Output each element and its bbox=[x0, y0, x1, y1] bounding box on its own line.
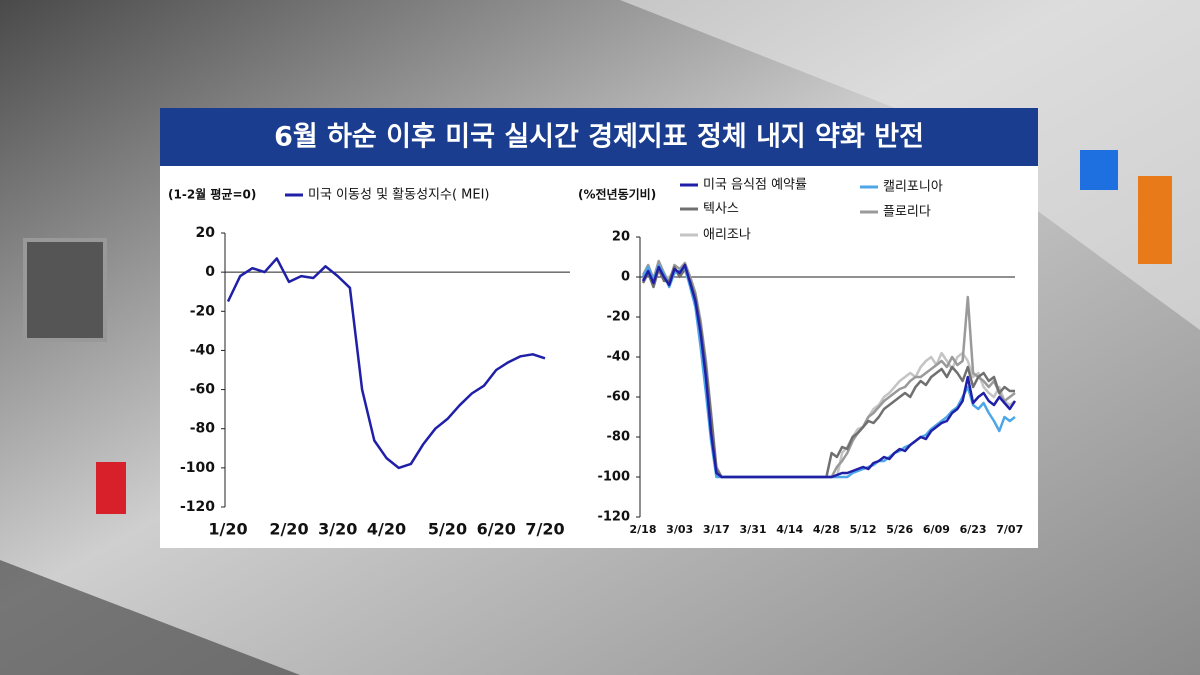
x-tick-label: 6/09 bbox=[923, 523, 950, 536]
legend-label: 미국 음식점 예약률 bbox=[703, 178, 807, 193]
x-tick-label: 5/20 bbox=[428, 520, 467, 539]
y-tick-label: -100 bbox=[180, 460, 215, 476]
y-tick-label: -20 bbox=[190, 303, 216, 319]
legend-label: 플로리다 bbox=[883, 205, 931, 220]
x-tick-label: 3/31 bbox=[740, 523, 767, 536]
y-tick-label: 20 bbox=[612, 230, 630, 245]
y-tick-label: -120 bbox=[180, 499, 215, 515]
x-tick-label: 7/20 bbox=[525, 520, 564, 539]
x-tick-label: 7/07 bbox=[996, 523, 1023, 536]
y-tick-label: -100 bbox=[597, 470, 630, 485]
x-tick-label: 2/18 bbox=[630, 523, 657, 536]
y-tick-label: -60 bbox=[190, 382, 216, 398]
legend-label: 미국 이동성 및 활동성지수( MEI) bbox=[308, 188, 490, 203]
x-tick-label: 5/26 bbox=[886, 523, 913, 536]
title: 6월 하순 이후 미국 실시간 경제지표 정체 내지 약화 반전 bbox=[274, 122, 924, 153]
legend-label: 캘리포니아 bbox=[883, 180, 943, 195]
decor bbox=[0, 560, 300, 675]
unit-label: (1-2월 평균=0) bbox=[168, 187, 256, 202]
x-tick-label: 1/20 bbox=[208, 520, 247, 539]
x-tick-label: 6/23 bbox=[960, 523, 987, 536]
unit-label: (%전년동기비) bbox=[578, 187, 656, 202]
x-tick-label: 3/03 bbox=[666, 523, 693, 536]
y-tick-label: 0 bbox=[621, 270, 630, 285]
y-tick-label: -40 bbox=[607, 350, 631, 365]
title-bar bbox=[160, 108, 1038, 166]
series-line bbox=[226, 257, 546, 470]
x-tick-label: 4/28 bbox=[813, 523, 840, 536]
y-tick-label: 20 bbox=[196, 225, 216, 241]
y-tick-label: -60 bbox=[607, 390, 631, 405]
decor bbox=[1138, 176, 1172, 264]
y-tick-label: -20 bbox=[607, 310, 631, 325]
y-tick-label: -40 bbox=[190, 342, 216, 358]
y-tick-label: 0 bbox=[205, 264, 215, 280]
x-tick-label: 4/14 bbox=[776, 523, 803, 536]
legend-label: 애리조나 bbox=[703, 228, 751, 243]
decor bbox=[620, 0, 1200, 330]
series-line bbox=[641, 263, 1017, 479]
decor bbox=[96, 462, 126, 514]
decor bbox=[23, 238, 107, 342]
y-tick-label: -80 bbox=[607, 430, 631, 445]
y-tick-label: -80 bbox=[190, 421, 216, 437]
x-tick-label: 3/17 bbox=[703, 523, 730, 536]
x-tick-label: 5/12 bbox=[850, 523, 877, 536]
x-tick-label: 4/20 bbox=[367, 520, 406, 539]
legend-label: 텍사스 bbox=[703, 202, 739, 217]
panel bbox=[160, 108, 1038, 548]
x-tick-label: 2/20 bbox=[269, 520, 308, 539]
y-tick-label: -120 bbox=[597, 510, 630, 525]
decor bbox=[1080, 150, 1118, 190]
x-tick-label: 3/20 bbox=[318, 520, 357, 539]
x-tick-label: 6/20 bbox=[477, 520, 516, 539]
